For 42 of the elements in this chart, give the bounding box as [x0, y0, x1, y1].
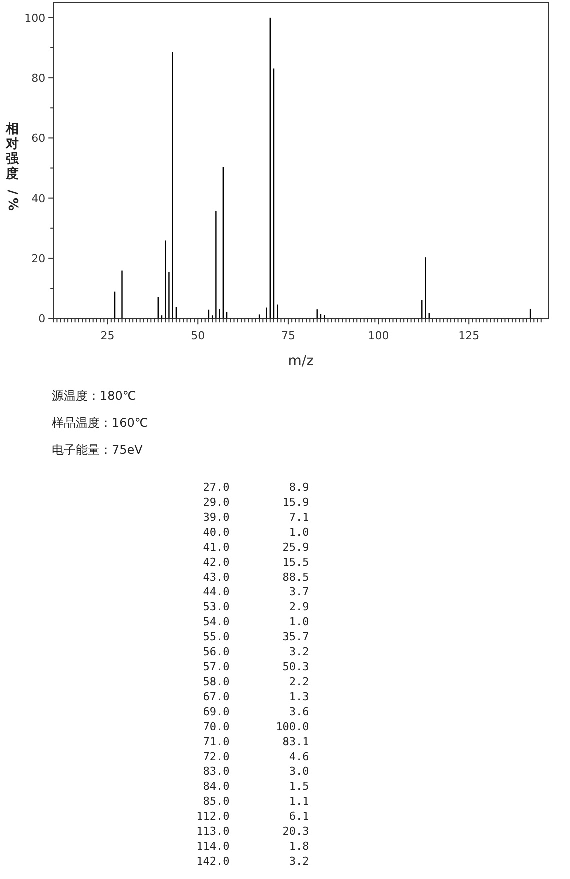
text: 57.0 50.3 [190, 660, 310, 674]
y-axis-title: 相对强度/% [5, 122, 20, 212]
text: 电子能量：75eV [52, 443, 144, 457]
text: 83.0 3.0 [190, 765, 310, 778]
text: 69.0 3.6 [190, 705, 310, 718]
text: 112.0 6.1 [190, 810, 310, 824]
y-tick-label: 40 [32, 192, 46, 206]
text: 40.0 1.0 [190, 526, 310, 539]
text: 源温度：180℃ [52, 389, 136, 403]
x-tick-label: 100 [368, 330, 390, 343]
y-tick-label: 20 [32, 252, 46, 266]
y-tick-label: 80 [32, 72, 46, 86]
text: 113.0 20.3 [190, 825, 310, 838]
y-tick-label: 0 [38, 312, 46, 326]
text: 54.0 1.0 [190, 616, 310, 629]
text: 42.0 15.5 [190, 556, 310, 569]
text: 44.0 3.7 [190, 586, 310, 599]
x-axis-title: m/z [288, 354, 314, 370]
text: 114.0 1.8 [190, 840, 310, 854]
y-tick-label: 60 [32, 132, 46, 146]
text: 39.0 7.1 [190, 510, 310, 524]
text: 85.0 1.1 [190, 795, 310, 808]
text: 53.0 2.9 [190, 600, 310, 614]
x-tick-label: 75 [281, 330, 296, 343]
text: 55.0 35.7 [190, 630, 310, 644]
text: 56.0 3.2 [190, 646, 310, 659]
x-tick-label: 50 [191, 330, 206, 343]
text: 29.0 15.9 [190, 496, 310, 509]
text: 72.0 4.6 [190, 750, 310, 764]
x-tick-label: 25 [100, 330, 115, 343]
x-tick-label: 125 [458, 330, 480, 343]
text: 67.0 1.3 [190, 690, 310, 704]
y-tick-label: 100 [24, 12, 46, 25]
text: 71.0 83.1 [190, 735, 310, 748]
text: 43.0 88.5 [190, 570, 310, 584]
text: 27.0 8.9 [190, 481, 310, 494]
text: 70.0 100.0 [190, 720, 310, 734]
text: 84.0 1.5 [190, 780, 310, 794]
text: 样品温度：160℃ [52, 416, 148, 430]
text: 142.0 3.2 [190, 855, 310, 868]
text: 41.0 25.9 [190, 540, 310, 554]
text: 58.0 2.2 [190, 675, 310, 688]
